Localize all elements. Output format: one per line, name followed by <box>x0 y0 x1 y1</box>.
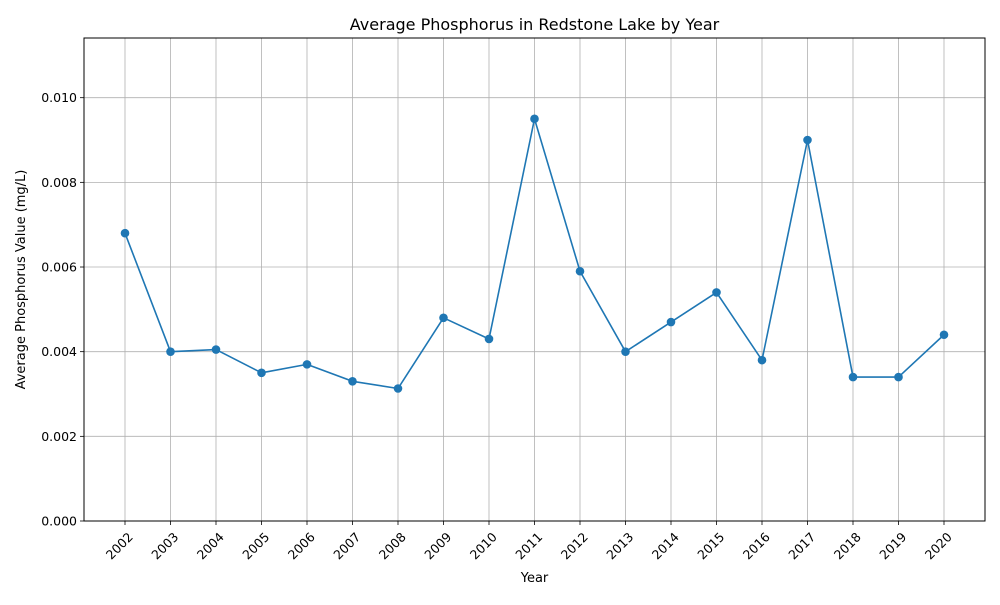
series-layer <box>120 114 949 393</box>
data-point <box>348 377 357 386</box>
data-point <box>530 114 539 124</box>
data-point <box>575 266 585 276</box>
data-point <box>803 135 812 145</box>
data-point <box>439 313 448 323</box>
data-point <box>939 330 949 340</box>
data-point <box>211 345 221 354</box>
data-point <box>166 347 175 356</box>
y-tick-label: 0.004 <box>41 344 77 359</box>
y-tick-label: 0.010 <box>41 90 77 105</box>
data-point <box>666 317 676 327</box>
data-point <box>393 384 403 393</box>
data-point <box>757 355 767 365</box>
chart-title: Average Phosphorus in Redstone Lake by Y… <box>350 15 720 34</box>
data-point <box>621 347 630 356</box>
y-tick-label: 0.002 <box>41 429 77 444</box>
data-point <box>302 360 312 369</box>
data-point <box>257 368 266 378</box>
y-axis-ticks: 0.000 0.002 0.004 0.006 0.008 0.010 <box>41 90 84 529</box>
y-axis-label: Average Phosphorus Value (mg/L) <box>14 170 29 390</box>
data-point <box>894 372 903 382</box>
data-point <box>848 372 858 382</box>
y-tick-label: 0.000 <box>41 514 77 529</box>
y-tick-label: 0.008 <box>41 175 77 190</box>
data-point <box>712 288 721 297</box>
x-axis-label: Year <box>520 571 549 586</box>
data-point <box>484 334 494 344</box>
data-point <box>120 228 130 238</box>
y-tick-label: 0.006 <box>41 260 77 275</box>
